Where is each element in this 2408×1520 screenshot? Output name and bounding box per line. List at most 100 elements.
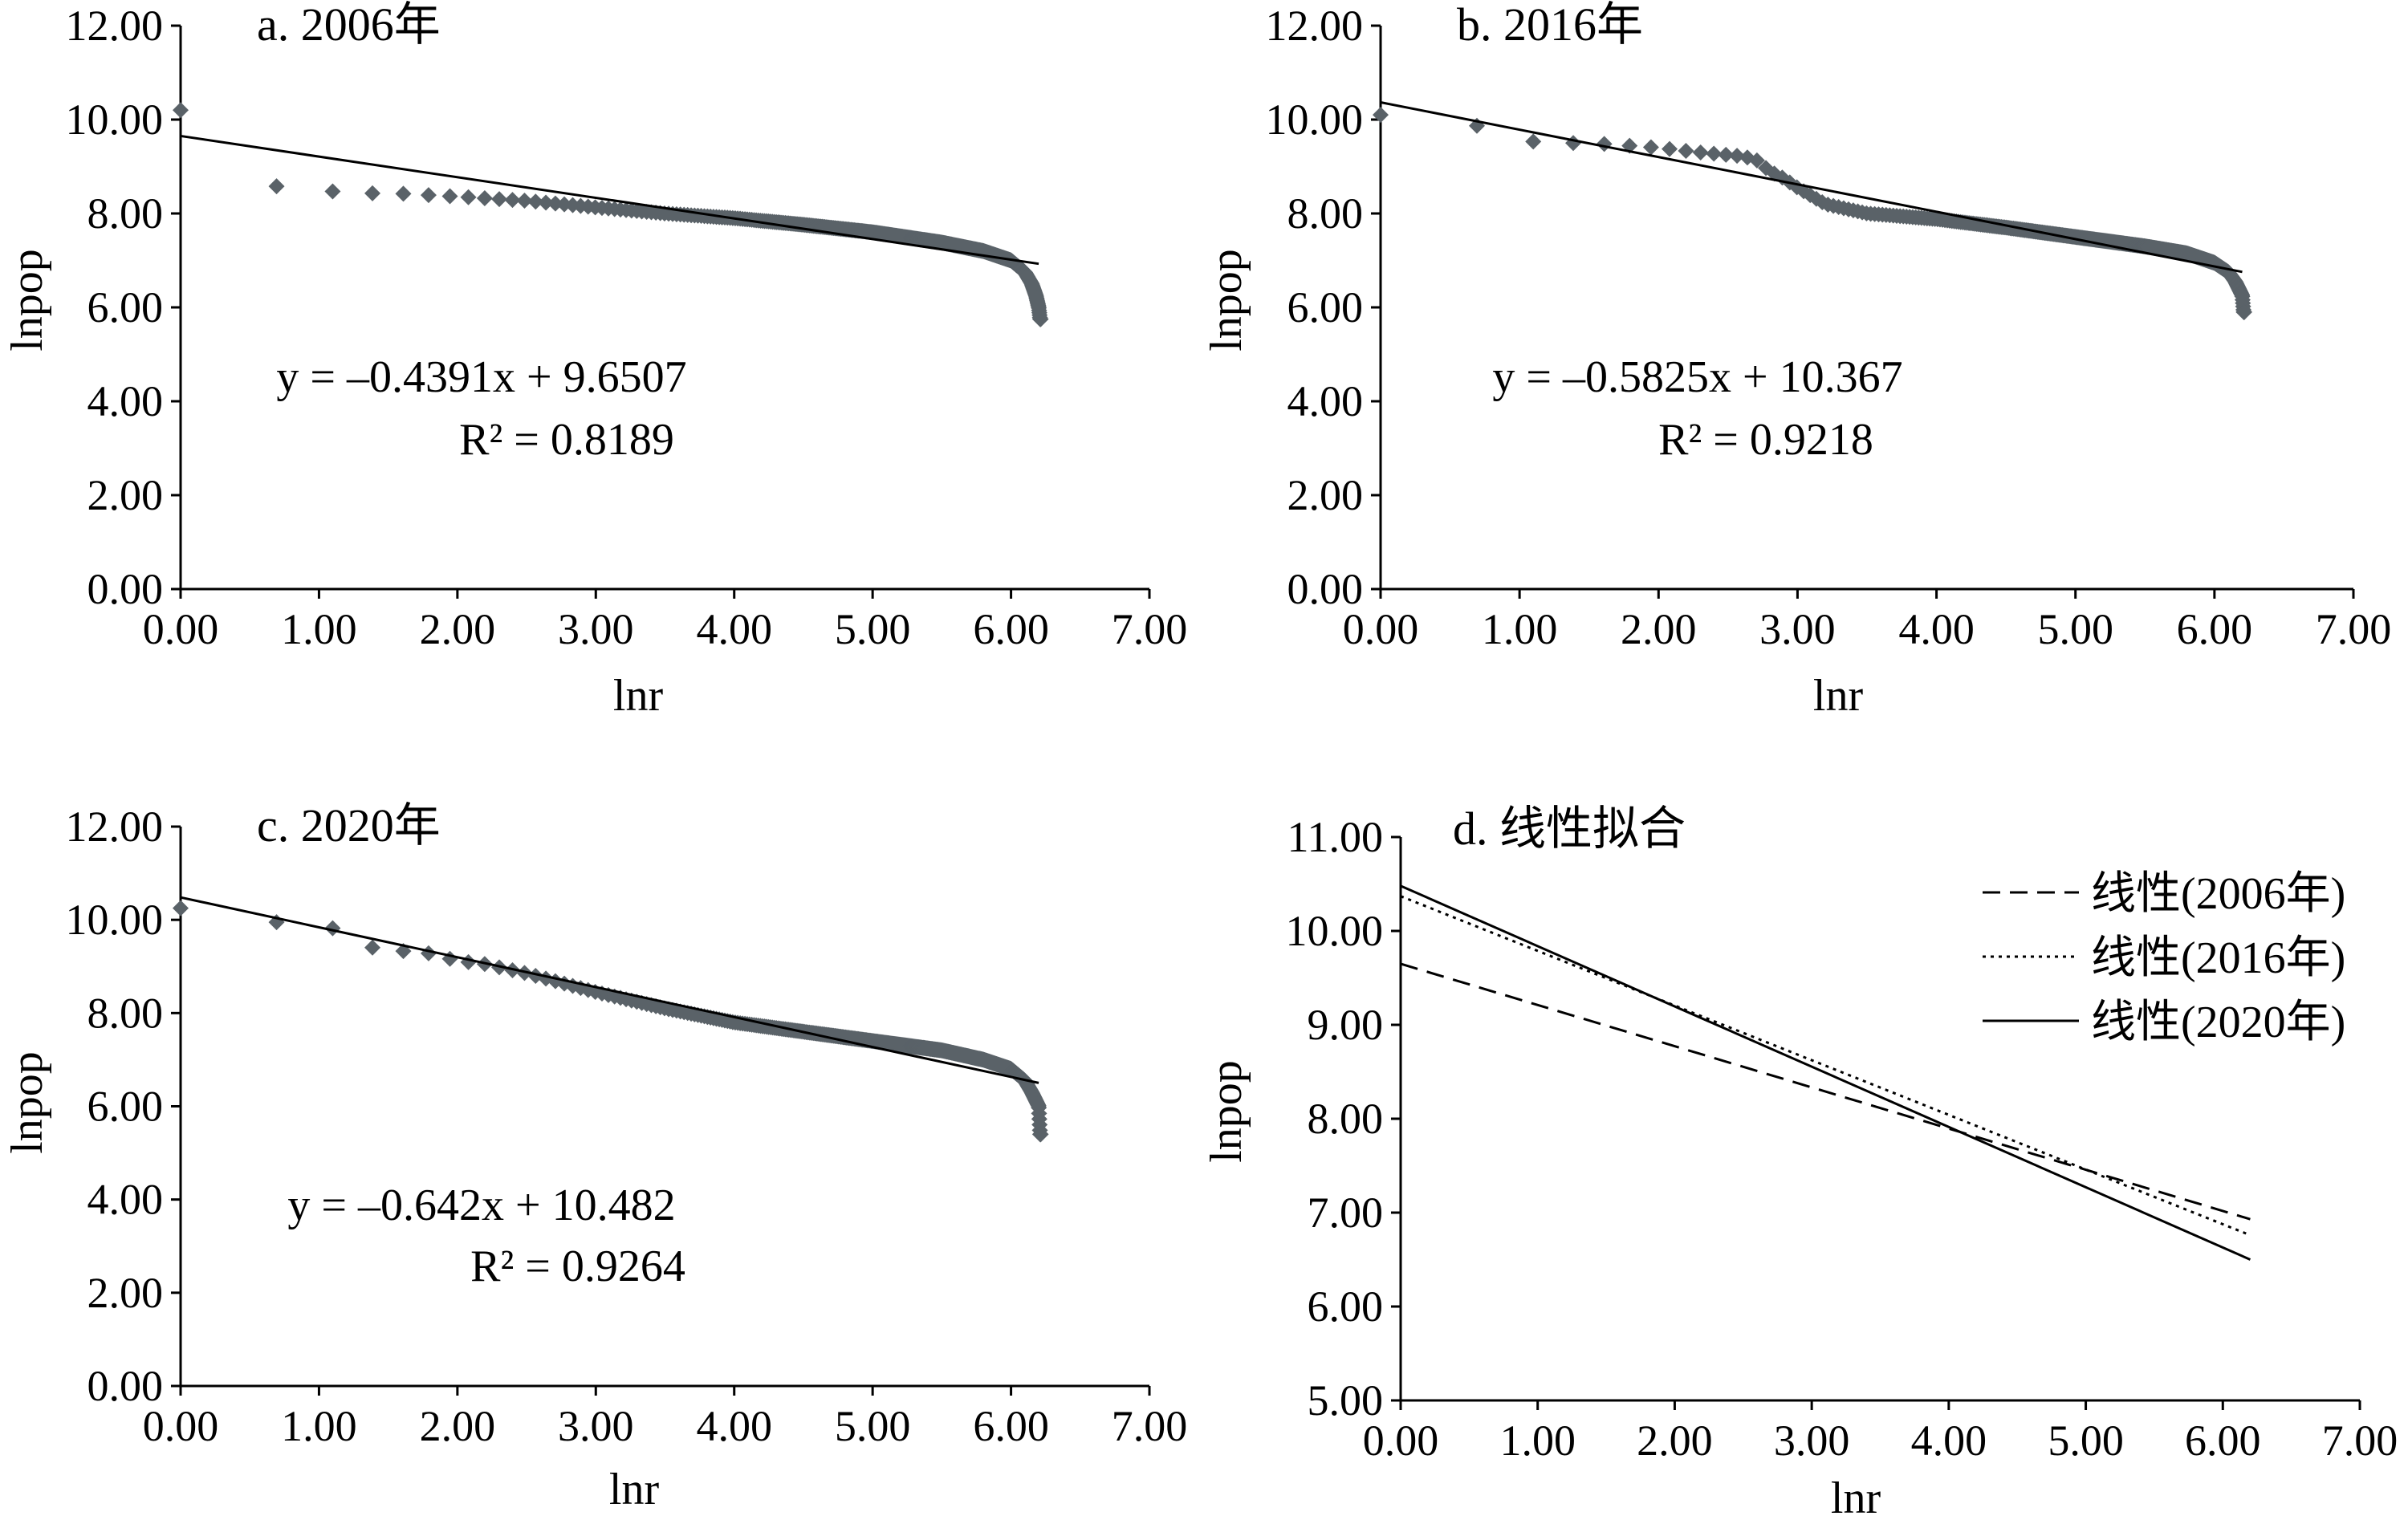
x-tick-label: 7.00 [1112,605,1188,653]
data-point [364,939,381,956]
data-point [173,102,189,119]
y-tick-label: 10.00 [66,896,164,944]
data-point [364,185,381,201]
y-tick-label: 2.00 [1287,471,1364,519]
y-tick-label: 10.00 [1286,907,1384,955]
x-tick-label: 5.00 [835,605,911,653]
y-tick-label: 10.00 [1266,96,1364,144]
x-tick-label: 0.00 [1363,1416,1439,1465]
data-point [173,900,189,916]
scatter-series [173,900,1049,1143]
y-tick-label: 9.00 [1308,1001,1384,1049]
y-tick-label: 8.00 [87,989,164,1037]
y-tick-label: 2.00 [87,1269,164,1317]
x-tick-label: 4.00 [1911,1416,1987,1465]
panel-c-2020: c. 2020年 y = –0.642x + 10.482 R² = 0.926… [2,799,1187,1514]
y-tick-label: 12.00 [66,803,164,851]
trendline [180,134,1039,266]
data-point [460,953,477,970]
x-axis-title: lnr [1813,671,1864,721]
x-tick-label: 6.00 [973,1402,1049,1450]
data-point [476,190,493,207]
y-tick-label: 12.00 [1266,2,1364,50]
data-point [1596,136,1613,152]
scatter-series [1373,107,2253,320]
data-point [1662,140,1678,157]
y-tick-label: 12.00 [66,2,164,50]
y-tick-label: 10.00 [66,96,164,144]
x-tick-label: 5.00 [2048,1416,2124,1465]
y-tick-label: 0.00 [87,1362,164,1410]
regression-equation: y = –0.4391x + 9.6507 [276,352,686,402]
r-squared-label: R² = 0.8189 [459,415,674,465]
y-tick-label: 6.00 [1308,1282,1384,1331]
y-tick-label: 0.00 [87,565,164,613]
x-tick-label: 6.00 [2185,1416,2261,1465]
data-point [1525,133,1542,150]
y-axis-title: lnpop [2,1051,52,1154]
panel-d-linear-fit: d. 线性拟合 lnr lnpop 0.00 1.00 2.00 3.00 4.00 5.… [1202,803,2398,1520]
x-tick-label: 7.00 [2322,1416,2398,1465]
data-point [324,183,341,200]
data-point [2236,303,2253,320]
trendline [180,896,1039,1084]
x-tick-label: 2.00 [1621,605,1697,653]
x-tick-label: 1.00 [1499,1416,1576,1465]
y-tick-label: 11.00 [1287,813,1384,861]
x-tick-label: 5.00 [835,1402,911,1450]
series-line [1400,884,2251,1261]
axes: 0.00 1.00 2.00 3.00 4.00 5.00 6.00 7.00 5.00 6.00… [1286,813,2398,1465]
panel-title: d. 线性拟合 [1453,803,1686,855]
regression-equation: y = –0.642x + 10.482 [287,1181,675,1230]
r-squared-label: R² = 0.9264 [470,1242,685,1291]
data-point [516,965,533,981]
x-tick-label: 2.00 [420,1402,496,1450]
x-tick-label: 2.00 [1637,1416,1713,1465]
data-point [1718,146,1735,163]
x-tick-label: 4.00 [696,1402,772,1450]
data-point [1706,145,1723,162]
x-tick-label: 1.00 [281,605,357,653]
panel-title: c. 2020年 [257,799,441,851]
panel-title: a. 2006年 [257,0,441,51]
y-tick-label: 0.00 [1287,565,1364,613]
x-axis-title: lnr [609,1465,660,1514]
r-squared-label: R² = 0.9218 [1658,415,1873,465]
data-point [395,185,412,202]
x-axis-title: lnr [613,671,664,721]
y-tick-label: 7.00 [1308,1189,1384,1237]
x-tick-label: 0.00 [143,605,219,653]
y-tick-label: 8.00 [1308,1095,1384,1143]
y-axis-title: lnpop [1202,1060,1251,1163]
panel-title: b. 2016年 [1457,0,1643,51]
data-point [441,188,458,205]
data-point [556,196,573,213]
x-tick-label: 3.00 [1774,1416,1850,1465]
x-tick-label: 6.00 [2177,605,2253,653]
x-tick-label: 0.00 [143,1402,219,1450]
regression-equation: y = –0.5825x + 10.367 [1492,352,1902,402]
data-point [1692,144,1709,161]
trendline [1380,101,2243,274]
series-line [1400,962,2251,1221]
data-point [1748,152,1765,169]
data-point [504,192,521,209]
x-tick-label: 4.00 [696,605,772,653]
y-tick-label: 6.00 [87,1083,164,1131]
data-point [1565,135,1582,152]
x-tick-label: 4.00 [1898,605,1975,653]
data-point [460,189,477,205]
x-tick-label: 1.00 [281,1402,357,1450]
y-axis-title: lnpop [2,249,52,352]
x-tick-label: 3.00 [558,1402,634,1450]
data-point [1032,1126,1049,1143]
x-tick-label: 3.00 [1759,605,1836,653]
legend-label: 线性(2020年) [2091,998,2345,1047]
y-tick-label: 6.00 [1287,283,1364,331]
y-tick-label: 8.00 [1287,189,1364,238]
data-point [527,193,544,210]
x-axis-title: lnr [1831,1473,1881,1520]
scatter-series [173,102,1049,327]
legend-label: 线性(2016年) [2091,933,2345,983]
